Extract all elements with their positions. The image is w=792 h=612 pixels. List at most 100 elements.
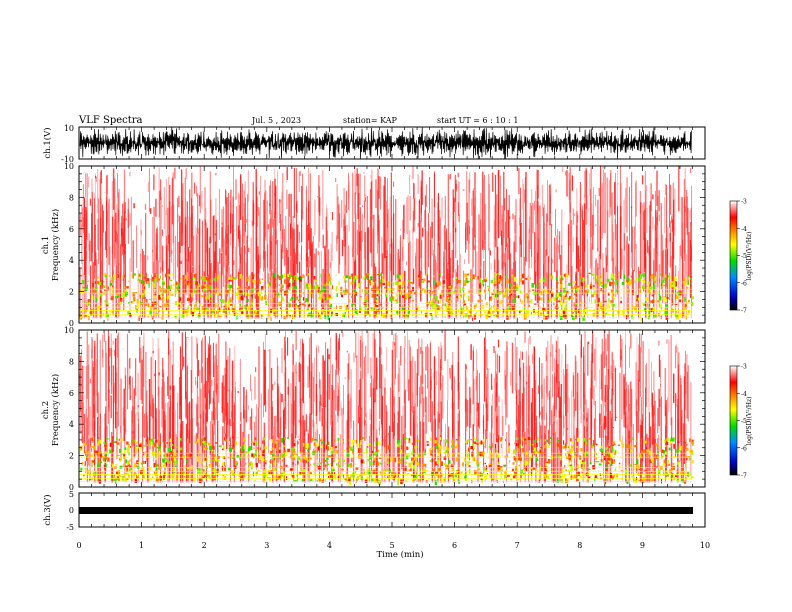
spectrogram-cell [421, 478, 424, 480]
spectrogram-cell [650, 281, 652, 283]
spectrogram-cell [631, 315, 634, 319]
spectrogram-cell [131, 300, 134, 304]
spectrogram-cell [559, 465, 561, 467]
spectrogram-cell [496, 465, 497, 467]
spectrogram-cell [313, 276, 316, 280]
spectrogram-cell [283, 290, 285, 292]
spectrogram-cell [331, 468, 335, 472]
spectrogram-cell [246, 285, 249, 288]
spectrogram-cell [155, 458, 157, 460]
spectrogram-cell [158, 310, 160, 312]
spectrogram-cell [508, 446, 509, 452]
spectrogram-cell [595, 443, 598, 446]
spectrogram-cell [604, 461, 606, 464]
spectrogram-cell [577, 287, 580, 290]
spectrogram-cell [512, 468, 514, 472]
spectrogram-cell [127, 472, 129, 476]
spectrogram-cell [227, 439, 229, 442]
spectrogram-cell [421, 280, 425, 283]
spectrogram-cell [559, 275, 561, 279]
spectrogram-cell [466, 453, 469, 458]
spectrogram-cell [205, 277, 208, 280]
spectrogram-cell [460, 287, 461, 293]
ch1-waveform-ylabel: ch.1(V) [42, 127, 53, 158]
spectrogram-cell [365, 277, 368, 279]
spectrogram-cell [333, 438, 335, 442]
spectrogram-cell [616, 277, 618, 281]
spectrogram-cell [291, 279, 294, 283]
spectrogram-cell [674, 286, 677, 289]
spectrogram-cell [187, 474, 190, 478]
spectrogram-cell [327, 273, 331, 277]
spectrogram-cell [270, 303, 272, 306]
spectrogram-cell [431, 459, 434, 463]
spectrogram-cell [337, 437, 340, 441]
spectrogram-cell [257, 470, 260, 472]
spectrogram-cell [375, 316, 378, 318]
spectrogram-cell [599, 473, 602, 477]
spectrogram-cell [137, 278, 141, 281]
spectrogram-cell [404, 466, 407, 471]
spectrogram-cell [405, 461, 407, 464]
spectrogram-cell [460, 471, 463, 474]
spectrogram-cell [492, 458, 495, 461]
spectrogram-cell [488, 315, 491, 318]
spectrogram-cell [475, 460, 478, 465]
spectrogram-cell [621, 444, 624, 448]
spectrogram-cell [688, 438, 691, 442]
spectrogram-cell [375, 310, 378, 316]
spectrogram-cell [562, 314, 565, 318]
spectrogram-cell [398, 461, 401, 464]
spectrogram-cell [270, 316, 272, 321]
spectrogram-cell [456, 471, 459, 473]
spectrogram-cell [114, 475, 116, 478]
spectrogram-cell [236, 437, 239, 439]
spectrogram-cell [152, 446, 154, 452]
spectrogram-cell [231, 276, 233, 281]
spectrogram-cell [688, 299, 690, 303]
spectrogram-cell [382, 469, 385, 472]
spectrogram-cell [479, 451, 482, 457]
spectrogram-cell [402, 294, 404, 296]
spectrogram-cell [613, 461, 616, 464]
spectrogram-cell [658, 291, 660, 296]
spectrogram-cell [394, 457, 397, 463]
spectrogram-cell [526, 309, 529, 315]
spectrogram-cell [458, 309, 459, 313]
spectrogram-cell [283, 279, 287, 284]
spectrogram-cell [251, 288, 253, 293]
spectrogram-cell [453, 290, 456, 295]
spectrogram-cell [325, 297, 327, 299]
spectrogram-cell [692, 441, 694, 446]
spectrogram-cell [150, 477, 152, 481]
spectrogram-cell [126, 286, 129, 289]
spectrogram-cell [524, 296, 526, 299]
spectrogram-cell [490, 307, 492, 313]
spectrogram-cell [330, 463, 332, 465]
spectrogram-cell [528, 305, 530, 308]
spectrogram-cell [218, 465, 220, 468]
spectrogram-cell [283, 445, 286, 447]
ch1-waveform-trace [79, 126, 692, 160]
spectrogram-cell [563, 474, 566, 478]
spectrogram-cell [450, 465, 454, 467]
spectrogram-cell [458, 280, 461, 284]
spectrogram-cell [95, 450, 98, 454]
spectrogram-cell [612, 304, 615, 307]
spectrogram-cell [422, 453, 424, 457]
spectrogram-cell [422, 463, 426, 467]
spectrogram-cell [264, 446, 267, 449]
spectrogram-cell [443, 452, 447, 454]
spectrogram-cell [684, 281, 687, 285]
spectrogram-cell [646, 285, 649, 287]
colorbar-tick-label: -6 [741, 280, 747, 287]
spectrogram-cell [163, 296, 165, 301]
spectrogram-cell [524, 466, 528, 471]
spectrogram-cell [605, 313, 606, 318]
spectrogram-cell [577, 286, 579, 288]
spectrogram-cell [158, 278, 160, 281]
spectrogram-cell [357, 448, 361, 453]
spectrogram-cell [267, 469, 271, 472]
spectrogram-cell [404, 315, 408, 319]
spectrogram-cell [254, 315, 257, 319]
